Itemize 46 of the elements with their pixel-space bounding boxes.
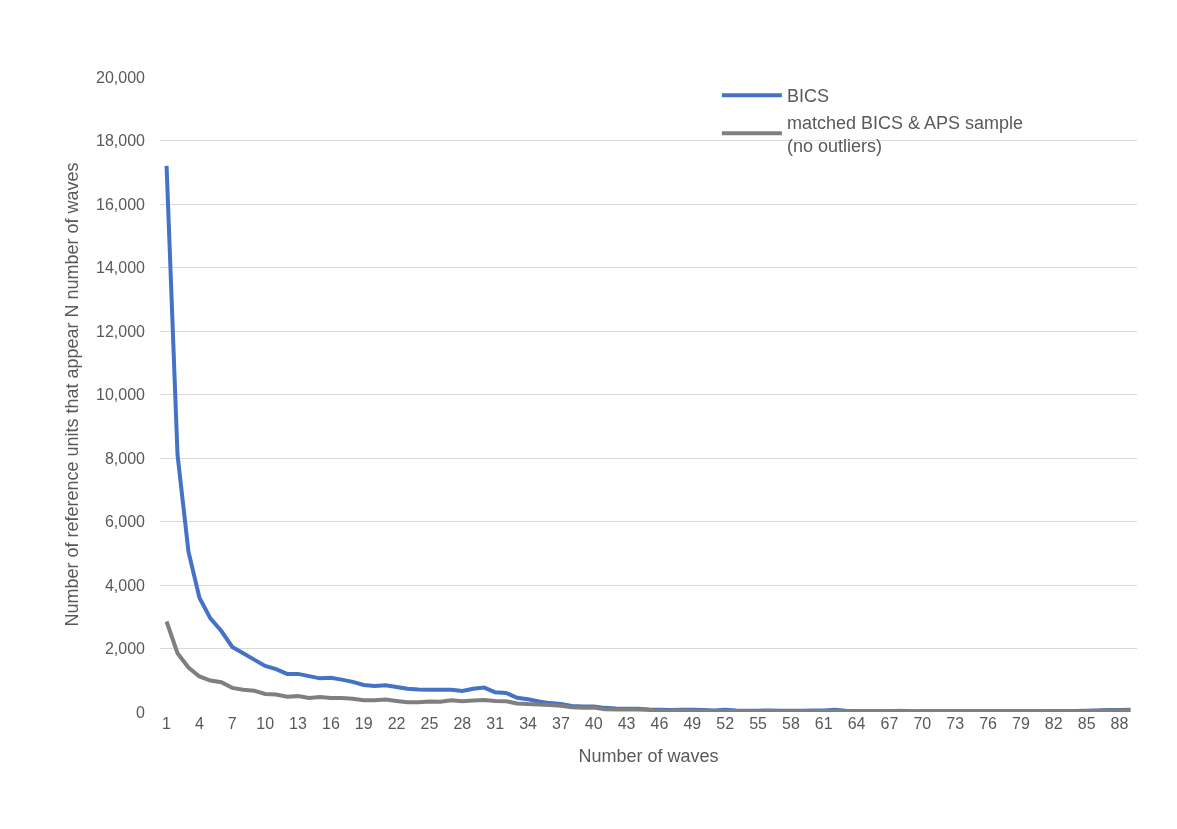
x-tick-label: 10 <box>256 715 275 732</box>
legend-label: BICS <box>786 86 829 107</box>
x-tick-label: 88 <box>1110 715 1129 732</box>
x-tick-label: 7 <box>227 715 237 732</box>
y-tick-label: 16,000 <box>96 195 146 213</box>
x-tick-label: 25 <box>420 715 439 732</box>
x-tick-label: 70 <box>913 715 932 732</box>
y-tick-label: 14,000 <box>96 259 146 277</box>
y-tick-label: 10,000 <box>96 386 146 404</box>
x-tick-label: 82 <box>1044 715 1063 732</box>
x-tick-label: 22 <box>387 715 406 732</box>
x-tick-label: 34 <box>519 715 538 732</box>
x-tick-label: 58 <box>781 715 800 732</box>
y-axis-title: Number of reference units that appear N number of waves <box>62 162 83 627</box>
y-tick-label: 2,000 <box>104 640 146 658</box>
x-tick-label: 1 <box>162 715 172 732</box>
line-series <box>164 619 1133 712</box>
x-axis-title: Number of waves <box>578 746 719 767</box>
x-tick-label: 79 <box>1012 715 1030 732</box>
x-tick-label: 67 <box>880 715 899 732</box>
x-tick-label: 37 <box>551 715 570 732</box>
y-tick-label: 20,000 <box>96 68 146 86</box>
y-tick-label: 4,000 <box>104 576 146 594</box>
x-tick-label: 31 <box>486 715 505 732</box>
x-tick-label: 28 <box>453 715 472 732</box>
x-tick-label: 13 <box>289 715 308 732</box>
x-tick-label: 64 <box>847 715 866 732</box>
x-tick-label: 76 <box>979 715 998 732</box>
x-tick-label: 40 <box>584 715 603 732</box>
x-tick-label: 4 <box>194 715 204 732</box>
y-tick-label: 12,000 <box>96 322 146 340</box>
x-tick-label: 61 <box>814 715 833 732</box>
x-tick-label: 49 <box>683 715 702 732</box>
y-tick-label: 18,000 <box>96 132 146 150</box>
y-tick-label: 6,000 <box>104 513 146 531</box>
x-tick-label: 55 <box>749 715 768 732</box>
x-tick-label: 16 <box>321 715 340 732</box>
x-tick-label: 52 <box>716 715 735 732</box>
x-tick-label: 43 <box>617 715 636 732</box>
x-tick-label: 85 <box>1077 715 1096 732</box>
x-tick-label: 46 <box>650 715 669 732</box>
legend-label: matched BICS & APS sample (no outliers) <box>786 112 1023 157</box>
x-tick-label: 73 <box>946 715 965 732</box>
x-tick-label: 19 <box>354 715 373 732</box>
y-tick-label: 0 <box>136 703 146 721</box>
y-tick-label: 8,000 <box>104 449 146 467</box>
